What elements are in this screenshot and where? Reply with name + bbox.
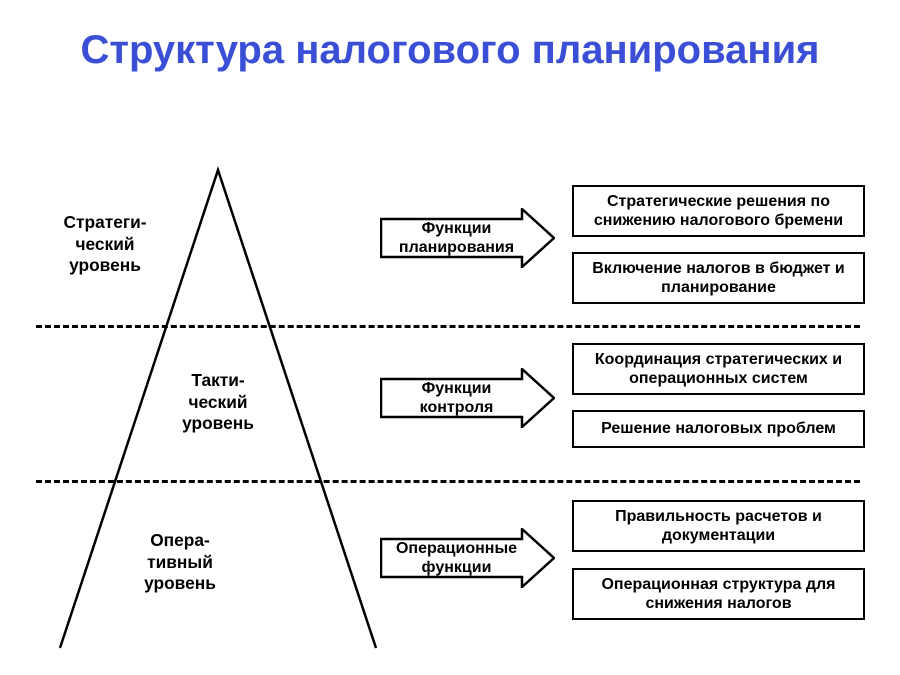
- output-box: Стратегические решения по снижению налог…: [572, 185, 865, 237]
- arrow-label-strategic: Функциипланирования: [380, 208, 555, 268]
- level-label-operational: Опера-тивныйуровень: [125, 530, 235, 595]
- arrow-label-tactical: Функцииконтроля: [380, 368, 555, 428]
- arrow-label-operational: Операционныефункции: [380, 528, 555, 588]
- arrow-operational: Операционныефункции: [380, 528, 555, 588]
- arrow-tactical: Функцииконтроля: [380, 368, 555, 428]
- divider-1: [36, 325, 860, 328]
- level-label-strategic: Стратеги-ческийуровень: [50, 212, 160, 277]
- level-label-tactical: Такти-ческийуровень: [168, 370, 268, 435]
- output-box: Включение налогов в бюджет и планировани…: [572, 252, 865, 304]
- output-box: Правильность расчетов и документации: [572, 500, 865, 552]
- output-box: Решение налоговых проблем: [572, 410, 865, 448]
- output-box: Операционная структура для снижения нало…: [572, 568, 865, 620]
- diagram-canvas: Структура налогового планирования Страте…: [0, 0, 900, 675]
- arrow-strategic: Функциипланирования: [380, 208, 555, 268]
- output-box: Координация стратегических и операционны…: [572, 343, 865, 395]
- divider-2: [36, 480, 860, 483]
